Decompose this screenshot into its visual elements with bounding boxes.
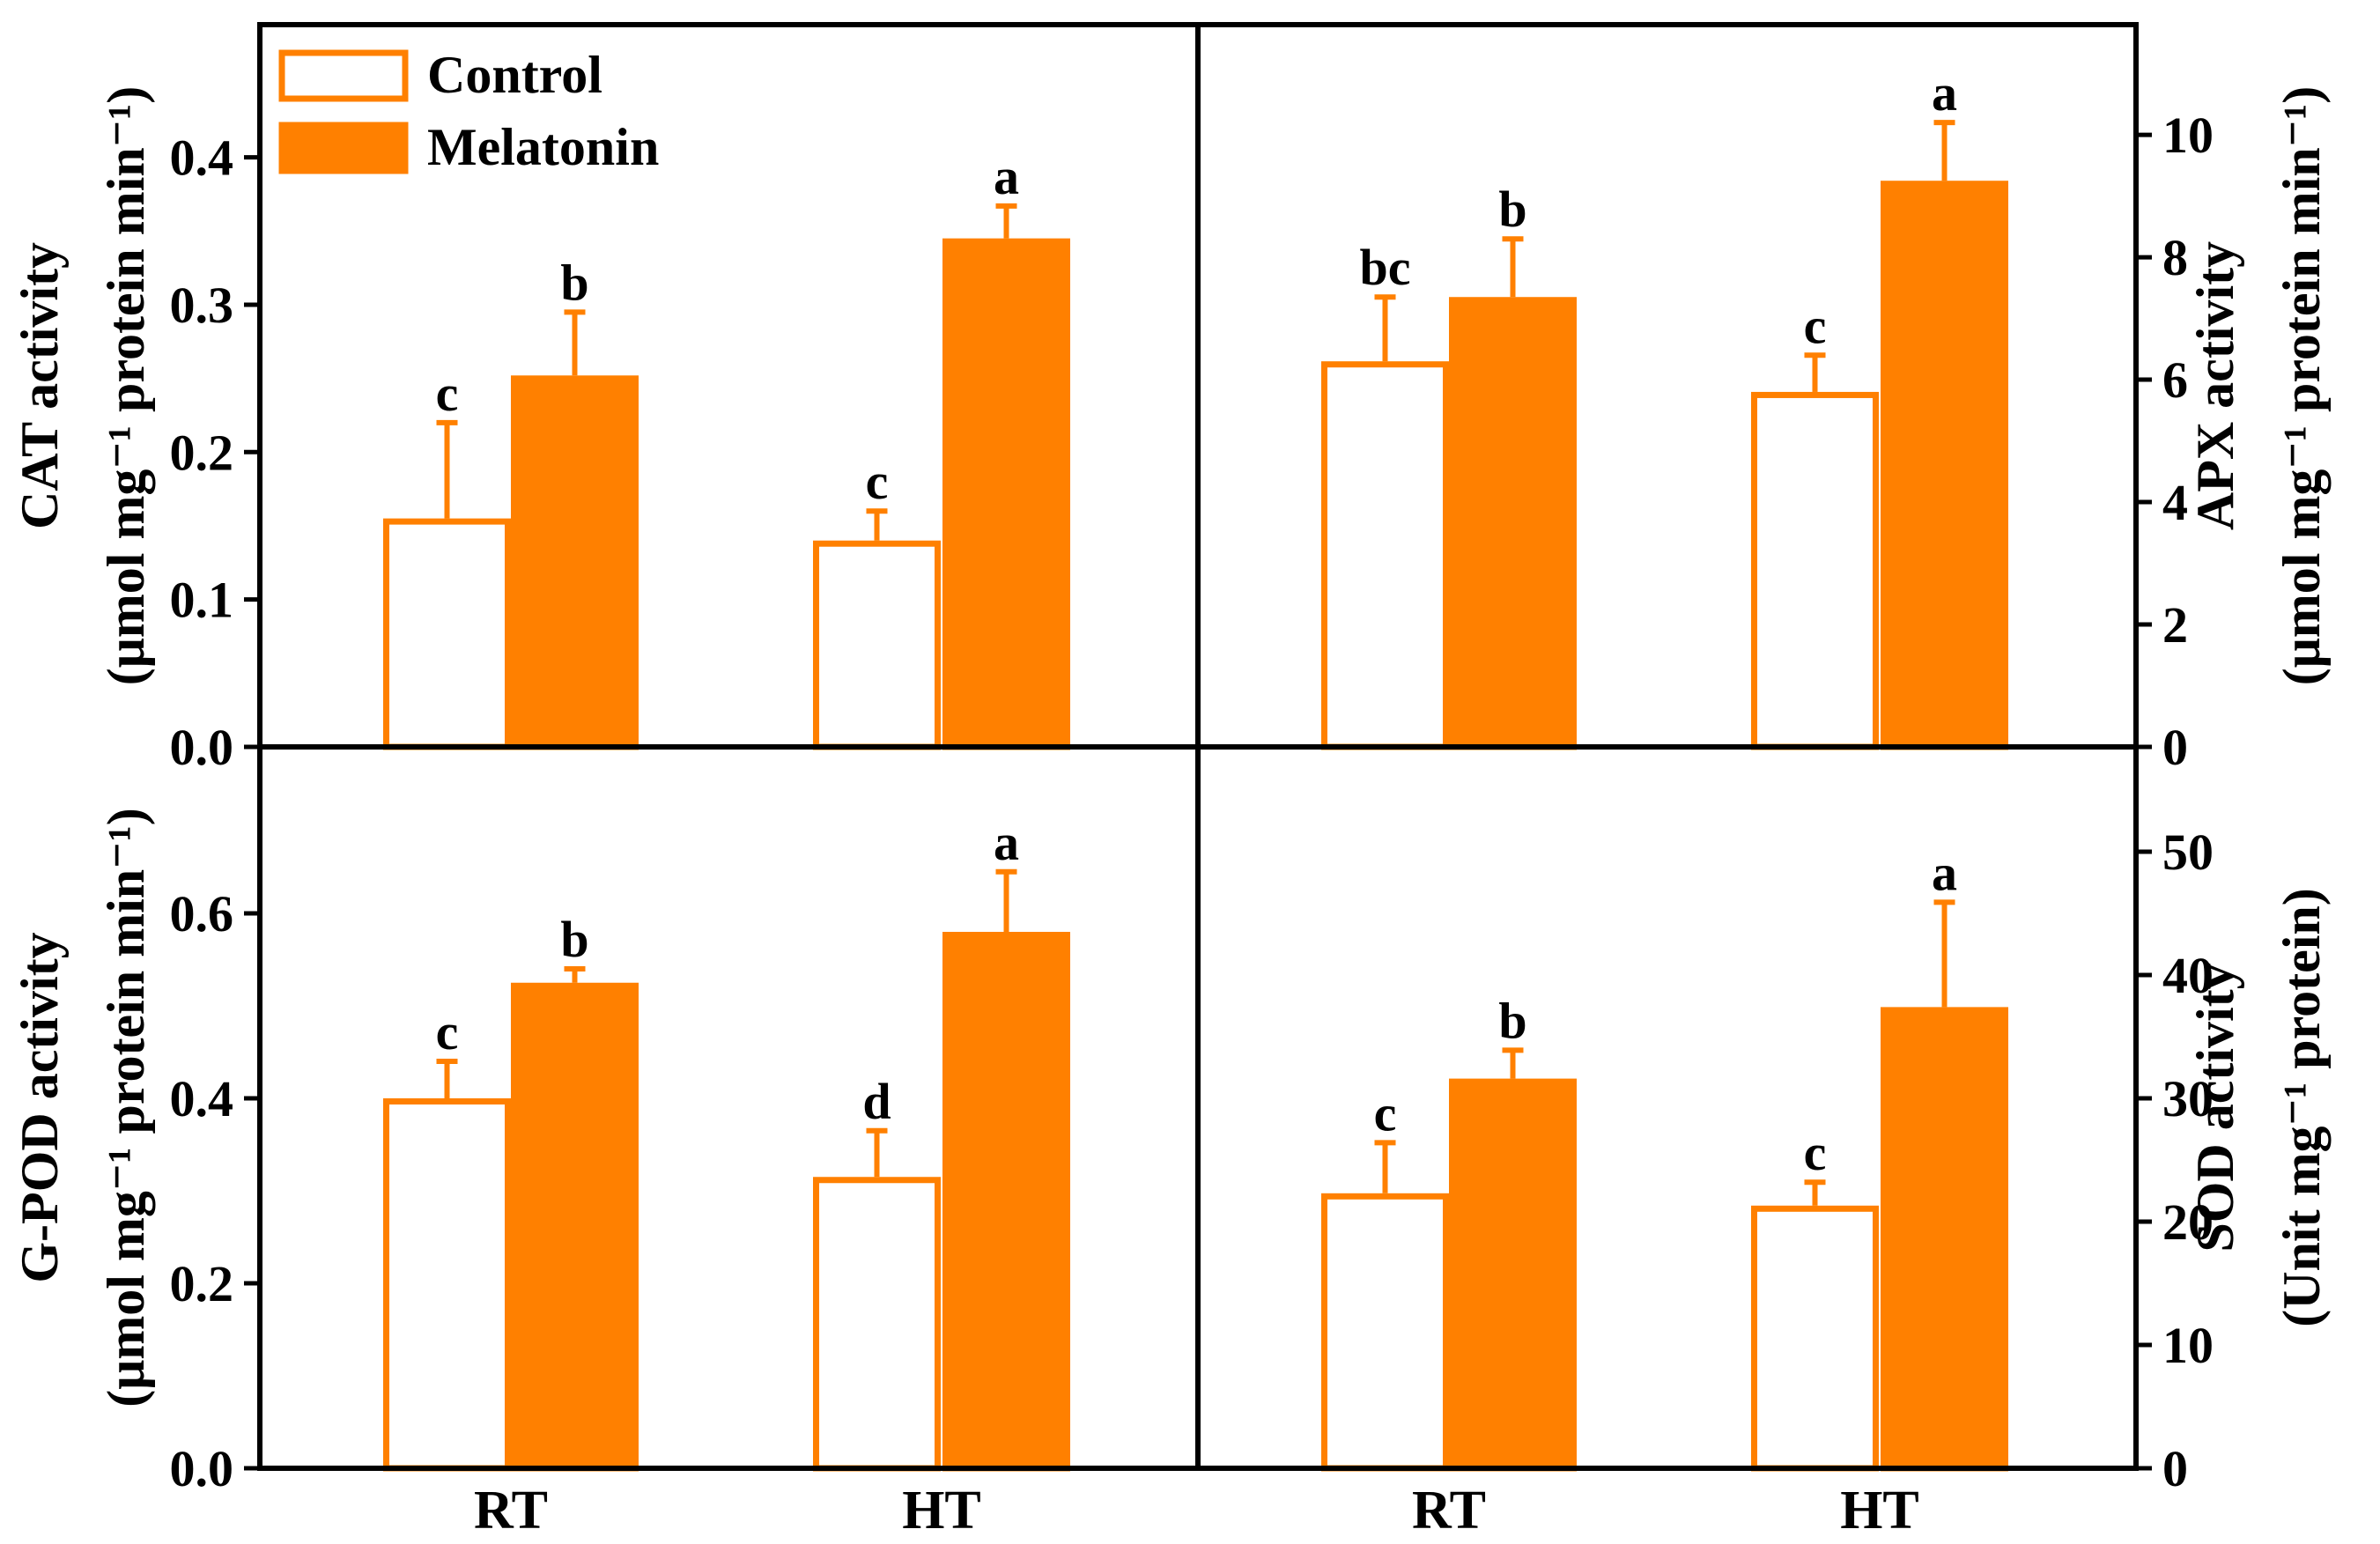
- apx-letter-rt-melatonin: b: [1498, 181, 1526, 238]
- apx-y-tick-label: 0: [2162, 719, 2188, 776]
- gpod-y-tick-label: 0.6: [170, 885, 234, 942]
- sod-y-axis-title-line2: (Unit mg⁻¹ protein): [2273, 888, 2331, 1327]
- cat-letter-rt-control: c: [436, 365, 459, 422]
- apx-letter-ht-control: c: [1804, 297, 1827, 354]
- legend-swatch-control: [278, 49, 409, 102]
- apx-bar-rt-melatonin: [1449, 297, 1577, 750]
- gpod-x-label-rt: RT: [474, 1481, 548, 1540]
- gpod-y-tick-label: 0.0: [170, 1440, 234, 1497]
- gpod-x-label-ht: HT: [902, 1481, 981, 1540]
- legend-swatch-melatonin: [278, 122, 409, 174]
- apx-y-axis-title-line2: (μmol mg⁻¹ protein min⁻¹): [2273, 86, 2331, 686]
- cat-y-axis-title-line2: (μmol mg⁻¹ protein min⁻¹): [97, 86, 155, 686]
- legend-label-control: Control: [427, 46, 602, 104]
- sod-y-tick-label: 40: [2162, 947, 2214, 1004]
- apx-y-axis-title-line1: APX activity: [2186, 241, 2244, 530]
- cat-bar-rt-melatonin: [511, 375, 639, 750]
- gpod-bar-rt-melatonin: [511, 982, 639, 1472]
- sod-x-label-rt: RT: [1412, 1481, 1486, 1540]
- gpod-letter-ht-control: d: [862, 1073, 891, 1130]
- panel-frames: [244, 22, 2152, 1471]
- gpod-bar-ht-melatonin: [942, 932, 1070, 1472]
- sod-y-tick-label: 10: [2162, 1317, 2214, 1374]
- apx-bar-ht-melatonin: [1881, 181, 2008, 750]
- cat-letter-ht-melatonin: a: [994, 148, 1019, 205]
- gpod-letter-rt-melatonin: b: [560, 911, 588, 968]
- gpod-bar-ht-control: [813, 1177, 941, 1472]
- sod-y-tick-label: 0: [2162, 1440, 2188, 1497]
- sod-y-tick-label: 50: [2162, 824, 2214, 881]
- cat-letter-rt-melatonin: b: [560, 254, 588, 311]
- apx-y-tick-label: 4: [2162, 474, 2188, 531]
- sod-bar-rt-melatonin: [1449, 1078, 1577, 1472]
- cat-bar-rt-control: [383, 518, 511, 750]
- apx-bar-rt-control: [1321, 361, 1449, 750]
- cat-y-tick-label: 0.2: [170, 424, 234, 481]
- cat-y-tick-label: 0.4: [170, 129, 234, 187]
- gpod-bar-rt-control: [383, 1098, 511, 1472]
- apx-y-tick-label: 10: [2162, 107, 2214, 164]
- apx-y-tick-label: 2: [2162, 596, 2188, 654]
- sod-letter-rt-control: c: [1374, 1084, 1397, 1141]
- gpod-y-axis-title-line2: (μmol mg⁻¹ protein min⁻¹): [97, 808, 155, 1407]
- apx-letter-ht-melatonin: a: [1932, 64, 1957, 122]
- legend: Control Melatonin: [278, 46, 659, 176]
- gpod-y-tick-label: 0.4: [170, 1070, 234, 1127]
- sod-y-axis-title-line1: SOD activity: [2186, 963, 2244, 1252]
- sod-letter-rt-melatonin: b: [1498, 992, 1526, 1049]
- sod-y-tick-label: 20: [2162, 1193, 2214, 1251]
- cat-y-axis-title-line1: CAT activity: [11, 242, 69, 529]
- sod-bar-ht-melatonin: [1881, 1007, 2008, 1472]
- apx-bar-ht-control: [1751, 391, 1879, 750]
- cat-bar-ht-control: [813, 540, 941, 750]
- gpod-y-tick-label: 0.2: [170, 1255, 234, 1312]
- cat-bar-ht-melatonin: [942, 238, 1070, 750]
- sod-letter-ht-melatonin: a: [1932, 844, 1957, 901]
- cat-y-tick-label: 0.3: [170, 277, 234, 334]
- sod-letter-ht-control: c: [1804, 1124, 1827, 1181]
- apx-y-tick-label: 8: [2162, 229, 2188, 286]
- sod-bar-rt-control: [1321, 1193, 1449, 1472]
- cat-letter-ht-control: c: [866, 453, 889, 510]
- sod-x-label-ht: HT: [1840, 1481, 1919, 1540]
- cat-y-tick-label: 0.0: [170, 719, 234, 776]
- cat-y-tick-label: 0.1: [170, 572, 234, 629]
- apx-letter-rt-control: bc: [1360, 239, 1411, 296]
- legend-label-melatonin: Melatonin: [427, 118, 659, 176]
- sod-y-tick-label: 30: [2162, 1070, 2214, 1127]
- gpod-letter-rt-control: c: [436, 1003, 459, 1060]
- gpod-letter-ht-melatonin: a: [994, 814, 1019, 871]
- apx-y-tick-label: 6: [2162, 351, 2188, 409]
- gpod-y-axis-title-line1: G-POD activity: [11, 932, 69, 1282]
- sod-bar-ht-control: [1751, 1205, 1879, 1472]
